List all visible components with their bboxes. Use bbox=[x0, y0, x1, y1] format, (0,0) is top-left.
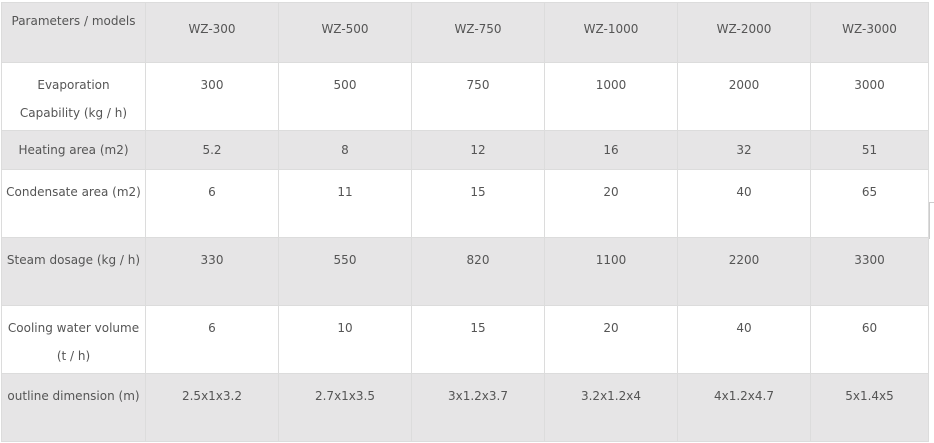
value-cell: 500 bbox=[278, 62, 412, 131]
value-cell: 8 bbox=[278, 130, 412, 170]
value-cell: 3000 bbox=[810, 62, 929, 131]
value-cell: 550 bbox=[278, 237, 412, 306]
value-cell: 6 bbox=[145, 305, 279, 374]
scroll-edge bbox=[929, 202, 934, 239]
table-row: Heating area (m2) 5.2 8 12 16 32 51 bbox=[1, 130, 929, 170]
value-cell: 11 bbox=[278, 169, 412, 238]
value-cell: 330 bbox=[145, 237, 279, 306]
row-label: Condensate area (m2) bbox=[1, 169, 146, 238]
value-cell: 5x1.4x5 bbox=[810, 373, 929, 442]
table-row: Steam dosage (kg / h) 330 550 820 1100 2200 33… bbox=[1, 237, 929, 306]
value-cell: 3300 bbox=[810, 237, 929, 306]
value-cell: 32 bbox=[677, 130, 811, 170]
value-cell: 16 bbox=[544, 130, 678, 170]
table-row: Condensate area (m2) 6 11 15 20 40 65 bbox=[1, 169, 929, 238]
value-cell: 3x1.2x3.7 bbox=[411, 373, 545, 442]
value-cell: 4x1.2x4.7 bbox=[677, 373, 811, 442]
value-cell: 6 bbox=[145, 169, 279, 238]
value-cell: 5.2 bbox=[145, 130, 279, 170]
row-label: Evaporation Capability (kg / h) bbox=[1, 62, 146, 131]
table-row: outline dimension (m) 2.5x1x3.2 2.7x1x3.5 3… bbox=[1, 373, 929, 442]
value-cell: 1100 bbox=[544, 237, 678, 306]
value-cell: 15 bbox=[411, 305, 545, 374]
column-header-model: WZ-3000 bbox=[810, 2, 929, 63]
row-label: outline dimension (m) bbox=[1, 373, 146, 442]
value-cell: 40 bbox=[677, 169, 811, 238]
value-cell: 51 bbox=[810, 130, 929, 170]
value-cell: 40 bbox=[677, 305, 811, 374]
row-label: Heating area (m2) bbox=[1, 130, 146, 170]
value-cell: 60 bbox=[810, 305, 929, 374]
column-header-model: WZ-750 bbox=[411, 2, 545, 63]
value-cell: 20 bbox=[544, 169, 678, 238]
column-header-model: WZ-300 bbox=[145, 2, 279, 63]
row-label: Cooling water volume (t / h) bbox=[1, 305, 146, 374]
value-cell: 15 bbox=[411, 169, 545, 238]
value-cell: 20 bbox=[544, 305, 678, 374]
value-cell: 10 bbox=[278, 305, 412, 374]
table-row: Evaporation Capability (kg / h) 300 500 750… bbox=[1, 62, 929, 131]
value-cell: 2200 bbox=[677, 237, 811, 306]
value-cell: 2000 bbox=[677, 62, 811, 131]
value-cell: 2.7x1x3.5 bbox=[278, 373, 412, 442]
value-cell: 300 bbox=[145, 62, 279, 131]
row-label: Steam dosage (kg / h) bbox=[1, 237, 146, 306]
table-row: Cooling water volume (t / h) 6 10 15 20 40 60 bbox=[1, 305, 929, 374]
column-header-model: WZ-1000 bbox=[544, 2, 678, 63]
column-header-model: WZ-500 bbox=[278, 2, 412, 63]
value-cell: 3.2x1.2x4 bbox=[544, 373, 678, 442]
column-header-parameters: Parameters / models bbox=[1, 2, 146, 63]
value-cell: 12 bbox=[411, 130, 545, 170]
value-cell: 820 bbox=[411, 237, 545, 306]
column-header-model: WZ-2000 bbox=[677, 2, 811, 63]
value-cell: 65 bbox=[810, 169, 929, 238]
value-cell: 2.5x1x3.2 bbox=[145, 373, 279, 442]
value-cell: 1000 bbox=[544, 62, 678, 131]
header-row: Parameters / models WZ-300 WZ-500 WZ-750 WZ-… bbox=[1, 2, 929, 63]
value-cell: 750 bbox=[411, 62, 545, 131]
